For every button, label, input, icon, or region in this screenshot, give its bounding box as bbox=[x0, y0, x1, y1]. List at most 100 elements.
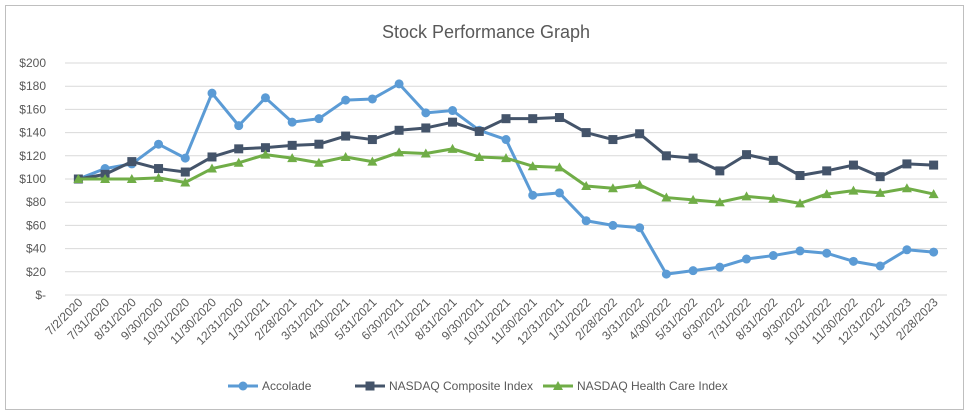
nasdaq-composite-index-point bbox=[127, 157, 137, 167]
y-tick-label: $200 bbox=[19, 56, 46, 70]
y-tick-label: $140 bbox=[19, 126, 46, 140]
y-axis-ticks: $- $20 $40 $60 $80 $100 $120 $140 $160 $180 $200 bbox=[19, 56, 46, 302]
nasdaq-composite-index-point bbox=[554, 113, 564, 123]
nasdaq-health-care-index-point bbox=[741, 191, 752, 201]
nasdaq-health-care-index-point bbox=[126, 174, 137, 183]
nasdaq-health-care-index-point bbox=[688, 194, 699, 204]
nasdaq-health-care-index-point bbox=[795, 198, 805, 208]
nasdaq-composite-index-point bbox=[688, 153, 698, 163]
accolade-point bbox=[341, 95, 351, 105]
accolade-point bbox=[287, 117, 297, 127]
nasdaq-health-care-index-point bbox=[420, 148, 431, 158]
nasdaq-health-care-index-point bbox=[661, 192, 672, 202]
legend-label: NASDAQ Composite Index bbox=[389, 379, 533, 393]
nasdaq-composite-index-point bbox=[661, 151, 671, 161]
nasdaq-composite-index-point bbox=[768, 155, 778, 165]
accolade-point bbox=[421, 108, 431, 118]
y-tick-label: $120 bbox=[19, 149, 46, 163]
accolade-point bbox=[207, 88, 217, 98]
accolade-point bbox=[234, 121, 244, 131]
nasdaq-health-care-index-point bbox=[581, 180, 592, 190]
accolade-point bbox=[848, 256, 858, 266]
nasdaq-composite-index-point bbox=[234, 144, 244, 154]
nasdaq-composite-index-point bbox=[715, 166, 725, 176]
nasdaq-health-care-index-point bbox=[233, 157, 244, 167]
y-tick-label: $- bbox=[35, 288, 46, 302]
legend-swatch-marker bbox=[365, 381, 375, 391]
accolade-point bbox=[581, 216, 591, 226]
series-nasdaq-composite-index bbox=[73, 113, 939, 184]
accolade-point bbox=[875, 261, 885, 271]
nasdaq-health-care-index-point bbox=[848, 185, 859, 195]
nasdaq-composite-index-point bbox=[875, 172, 885, 182]
nasdaq-health-care-index-point bbox=[901, 183, 912, 193]
accolade-point bbox=[661, 269, 671, 279]
chart-title: Stock Performance Graph bbox=[382, 22, 590, 42]
accolade-point bbox=[314, 114, 324, 124]
nasdaq-health-care-index-point bbox=[928, 189, 939, 199]
accolade-point bbox=[715, 262, 725, 272]
accolade-point bbox=[154, 139, 164, 149]
accolade-point bbox=[260, 93, 270, 103]
nasdaq-composite-index-point bbox=[367, 135, 377, 145]
nasdaq-composite-index-point bbox=[341, 131, 351, 141]
nasdaq-composite-index-point bbox=[154, 164, 164, 174]
nasdaq-composite-index-point bbox=[207, 152, 217, 162]
nasdaq-composite-index-point bbox=[260, 143, 270, 153]
grid-lines bbox=[65, 62, 947, 296]
y-tick-label: $20 bbox=[26, 265, 46, 279]
nasdaq-health-care-index-point bbox=[207, 163, 217, 173]
accolade-point bbox=[688, 266, 698, 276]
accolade-point bbox=[367, 94, 377, 104]
legend-label: Accolade bbox=[262, 379, 312, 393]
accolade-point bbox=[554, 188, 564, 198]
nasdaq-composite-index-point bbox=[795, 171, 805, 181]
nasdaq-health-care-index-point bbox=[607, 183, 618, 193]
legend: Accolade NASDAQ Composite Index NASDAQ Hea… bbox=[228, 379, 728, 393]
accolade-point bbox=[608, 220, 618, 230]
nasdaq-composite-index-point bbox=[608, 135, 618, 145]
legend-item-nasdaq-health-care-index: NASDAQ Health Care Index bbox=[543, 379, 728, 393]
nasdaq-composite-index-point bbox=[822, 166, 832, 176]
accolade-point bbox=[180, 153, 190, 163]
nasdaq-health-care-index-point bbox=[554, 162, 565, 172]
nasdaq-composite-index-point bbox=[314, 139, 324, 149]
nasdaq-composite-index-point bbox=[421, 123, 431, 133]
nasdaq-composite-index-point bbox=[394, 125, 404, 135]
nasdaq-health-care-index-point bbox=[394, 147, 405, 157]
accolade-point bbox=[902, 245, 912, 255]
nasdaq-composite-index-point bbox=[528, 114, 538, 124]
nasdaq-health-care-index-point bbox=[474, 151, 485, 161]
series-nasdaq-health-care-index bbox=[73, 143, 939, 208]
y-tick-label: $60 bbox=[26, 218, 46, 232]
nasdaq-health-care-index-point bbox=[821, 189, 832, 199]
accolade-point bbox=[742, 254, 752, 264]
y-tick-label: $100 bbox=[19, 172, 46, 186]
nasdaq-health-care-index-point bbox=[260, 149, 271, 159]
accolade-point bbox=[448, 106, 458, 116]
accolade-point bbox=[929, 247, 939, 257]
nasdaq-health-care-index-point bbox=[714, 197, 725, 207]
nasdaq-composite-index-point bbox=[448, 117, 458, 127]
nasdaq-health-care-index-point bbox=[340, 151, 351, 161]
x-axis-ticks: 7/2/20207/31/20208/31/20209/30/202010/31… bbox=[43, 295, 941, 348]
nasdaq-health-care-index-point bbox=[367, 156, 378, 166]
nasdaq-health-care-index-point bbox=[768, 193, 779, 203]
nasdaq-health-care-index-point bbox=[527, 161, 538, 171]
legend-swatch-marker bbox=[553, 381, 563, 390]
nasdaq-health-care-index-point bbox=[73, 174, 84, 183]
nasdaq-composite-index-point bbox=[902, 159, 912, 169]
legend-swatch-marker bbox=[238, 381, 248, 391]
nasdaq-health-care-index-point bbox=[313, 157, 324, 167]
nasdaq-composite-index-point bbox=[581, 128, 591, 138]
nasdaq-health-care-index-point bbox=[875, 187, 886, 197]
legend-label: NASDAQ Health Care Index bbox=[577, 379, 728, 393]
nasdaq-health-care-index-point bbox=[287, 153, 298, 163]
nasdaq-health-care-index-point bbox=[634, 179, 645, 189]
accolade-point bbox=[795, 246, 805, 256]
accolade-point bbox=[501, 135, 511, 145]
y-tick-label: $160 bbox=[19, 102, 46, 116]
nasdaq-composite-index-point bbox=[742, 150, 752, 160]
nasdaq-health-care-index-point bbox=[153, 172, 164, 182]
